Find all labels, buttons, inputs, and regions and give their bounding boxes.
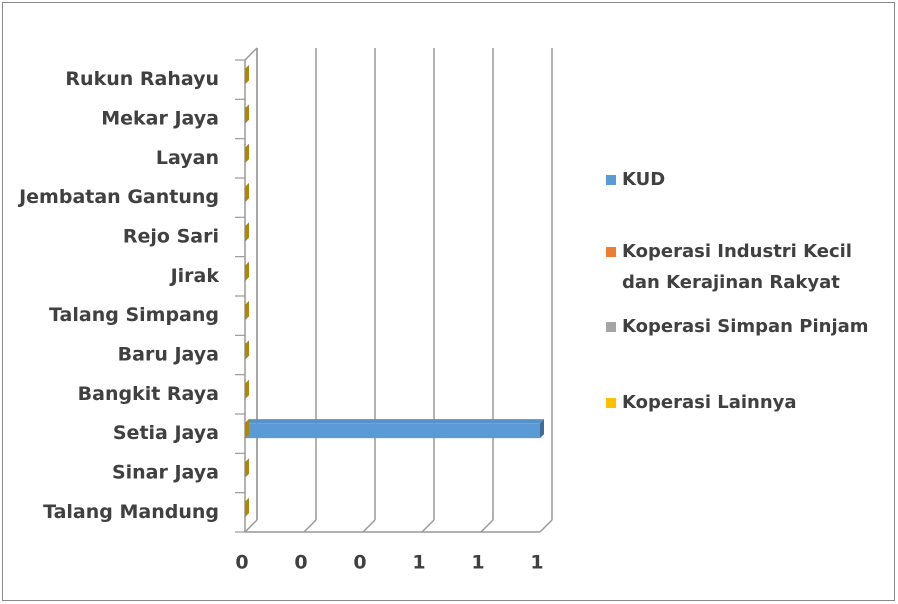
bar-face — [245, 183, 249, 203]
grid-line — [421, 519, 435, 533]
bar — [245, 301, 249, 321]
y-tick-label: Jirak — [169, 265, 220, 287]
legend-item: Koperasi Simpan Pinjam — [606, 311, 886, 342]
bar — [245, 419, 544, 439]
bar-face — [245, 379, 249, 399]
legend-label: Koperasi Industri Kecil dan Kerajinan Ra… — [622, 241, 852, 293]
legend-label: KUD — [622, 169, 666, 190]
grid-line — [480, 519, 494, 533]
bar-face — [245, 340, 249, 360]
grid-line — [539, 519, 553, 533]
grid-line — [362, 519, 376, 533]
axis-line — [244, 47, 258, 61]
legend-item: Koperasi Lainnya — [606, 387, 886, 418]
x-tick-label: 0 — [294, 552, 307, 574]
bar-face — [245, 497, 249, 517]
bar-face — [245, 423, 540, 439]
bar-face — [245, 104, 249, 124]
bar — [245, 143, 249, 163]
legend-swatch — [606, 175, 616, 185]
y-tick-label: Talang Simpang — [49, 304, 219, 326]
legend-item: KUD — [606, 164, 886, 195]
bar — [245, 183, 249, 203]
legend-swatch — [606, 398, 616, 408]
y-tick-label: Jembatan Gantung — [17, 186, 219, 208]
x-tick-label: 0 — [353, 552, 366, 574]
y-tick-label: Rejo Sari — [123, 226, 219, 248]
x-tick-label: 1 — [412, 552, 425, 574]
y-tick-label: Layan — [156, 147, 219, 169]
bar-face — [245, 261, 249, 281]
bar — [245, 340, 249, 360]
bar-face — [245, 222, 249, 242]
y-tick-label: Setia Jaya — [113, 422, 219, 444]
legend-item: Koperasi Industri Kecil dan Kerajinan Ra… — [606, 236, 886, 298]
bar — [245, 104, 249, 124]
bar-face — [245, 419, 249, 439]
y-tick-label: Sinar Jaya — [112, 462, 219, 484]
y-tick-label: Baru Jaya — [118, 344, 219, 366]
bar-face — [245, 143, 249, 163]
bar — [245, 458, 249, 478]
x-tick-label: 1 — [471, 552, 484, 574]
bar-face — [245, 65, 249, 85]
bar — [245, 65, 249, 85]
y-tick-label: Mekar Jaya — [101, 108, 219, 130]
x-tick-label: 0 — [235, 552, 248, 574]
y-tick-label: Bangkit Raya — [78, 383, 219, 405]
y-tick-label: Talang Mandung — [43, 501, 219, 523]
bar-face — [245, 301, 249, 321]
legend-label: Koperasi Simpan Pinjam — [622, 316, 869, 337]
legend-swatch — [606, 247, 616, 257]
legend-label: Koperasi Lainnya — [622, 392, 797, 413]
grid-line — [244, 519, 258, 533]
grid-line — [303, 519, 317, 533]
y-tick-label: Rukun Rahayu — [65, 68, 219, 90]
bar — [245, 497, 249, 517]
bar — [245, 379, 249, 399]
bar — [245, 419, 249, 439]
x-tick-label: 1 — [530, 552, 543, 574]
bar — [245, 261, 249, 281]
bar — [245, 222, 249, 242]
bar-face — [245, 458, 249, 478]
bar-face — [540, 419, 544, 439]
legend-swatch — [606, 322, 616, 332]
bar-face — [245, 419, 544, 424]
